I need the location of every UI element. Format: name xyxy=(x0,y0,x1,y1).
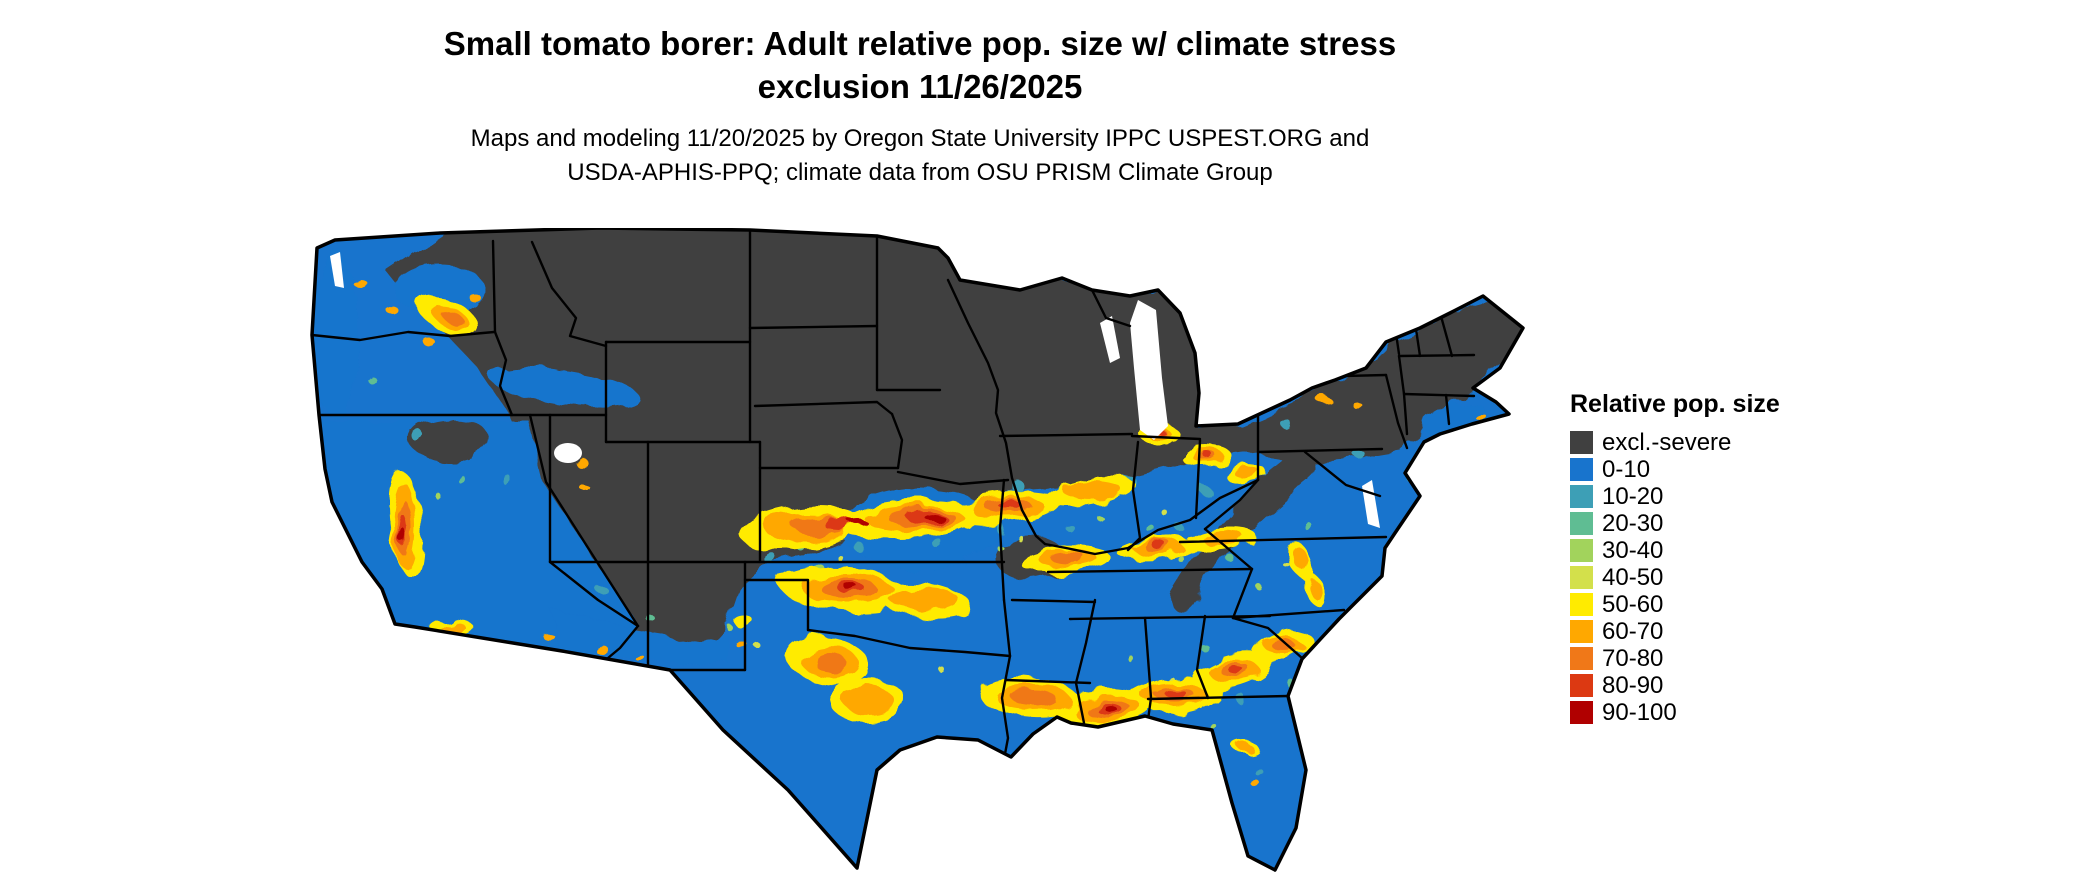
legend-swatch xyxy=(1570,566,1593,589)
legend-swatch xyxy=(1570,620,1593,643)
legend-swatch xyxy=(1570,593,1593,616)
legend-label: 70-80 xyxy=(1602,645,1664,672)
page-title: Small tomato borer: Adult relative pop. … xyxy=(0,22,1840,108)
subtitle-line-1: Maps and modeling 11/20/2025 by Oregon S… xyxy=(470,125,1370,152)
legend-items: excl.-severe 0-10 10-20 20-30 30-40 40-50 50-6… xyxy=(1570,429,1780,726)
legend-swatch xyxy=(1570,674,1593,697)
legend-item-c10: 10-20 xyxy=(1570,483,1780,510)
legend-label: 40-50 xyxy=(1602,564,1664,591)
state-borders xyxy=(312,228,1476,772)
legend-label: 60-70 xyxy=(1602,618,1664,645)
legend-label: excl.-severe xyxy=(1602,429,1732,456)
subtitle-line-2: USDA-APHIS-PPQ; climate data from OSU PR… xyxy=(567,159,1273,186)
puget-sound xyxy=(330,252,344,288)
legend-swatch xyxy=(1570,701,1593,724)
legend-swatch xyxy=(1570,431,1593,454)
legend: Relative pop. size excl.-severe 0-10 10-20… xyxy=(1570,390,1780,728)
legend-item-excl: excl.-severe xyxy=(1570,429,1780,456)
legend-item-c80: 80-90 xyxy=(1570,672,1780,699)
great-salt-lake xyxy=(554,443,582,463)
us-outline xyxy=(310,226,1525,872)
legend-item-c90: 90-100 xyxy=(1570,699,1780,726)
legend-label: 20-30 xyxy=(1602,510,1664,537)
legend-label: 30-40 xyxy=(1602,537,1664,564)
legend-swatch xyxy=(1570,485,1593,508)
legend-label: 0-10 xyxy=(1602,456,1651,483)
legend-item-c30: 30-40 xyxy=(1570,537,1780,564)
legend-item-c70: 70-80 xyxy=(1570,645,1780,672)
title-line-2: exclusion 11/26/2025 xyxy=(757,68,1083,105)
legend-item-c40: 40-50 xyxy=(1570,564,1780,591)
legend-swatch xyxy=(1570,647,1593,670)
legend-label: 10-20 xyxy=(1602,483,1664,510)
legend-swatch xyxy=(1570,458,1593,481)
legend-swatch xyxy=(1570,539,1593,562)
legend-title: Relative pop. size xyxy=(1570,390,1780,418)
legend-label: 50-60 xyxy=(1602,591,1664,618)
legend-item-c60: 60-70 xyxy=(1570,618,1780,645)
page-subtitle: Maps and modeling 11/20/2025 by Oregon S… xyxy=(0,122,1840,190)
legend-item-c50: 50-60 xyxy=(1570,591,1780,618)
title-line-1: Small tomato borer: Adult relative pop. … xyxy=(443,25,1397,62)
legend-label: 90-100 xyxy=(1602,699,1677,726)
legend-item-c20: 20-30 xyxy=(1570,510,1780,537)
us-choropleth-map xyxy=(300,226,1530,888)
lakes-layer xyxy=(330,252,1380,528)
us-map-svg xyxy=(310,226,1525,872)
legend-item-c0: 0-10 xyxy=(1570,456,1780,483)
legend-label: 80-90 xyxy=(1602,672,1664,699)
lake-michigan xyxy=(1130,300,1168,440)
legend-swatch xyxy=(1570,512,1593,535)
green-bay xyxy=(1100,316,1120,363)
